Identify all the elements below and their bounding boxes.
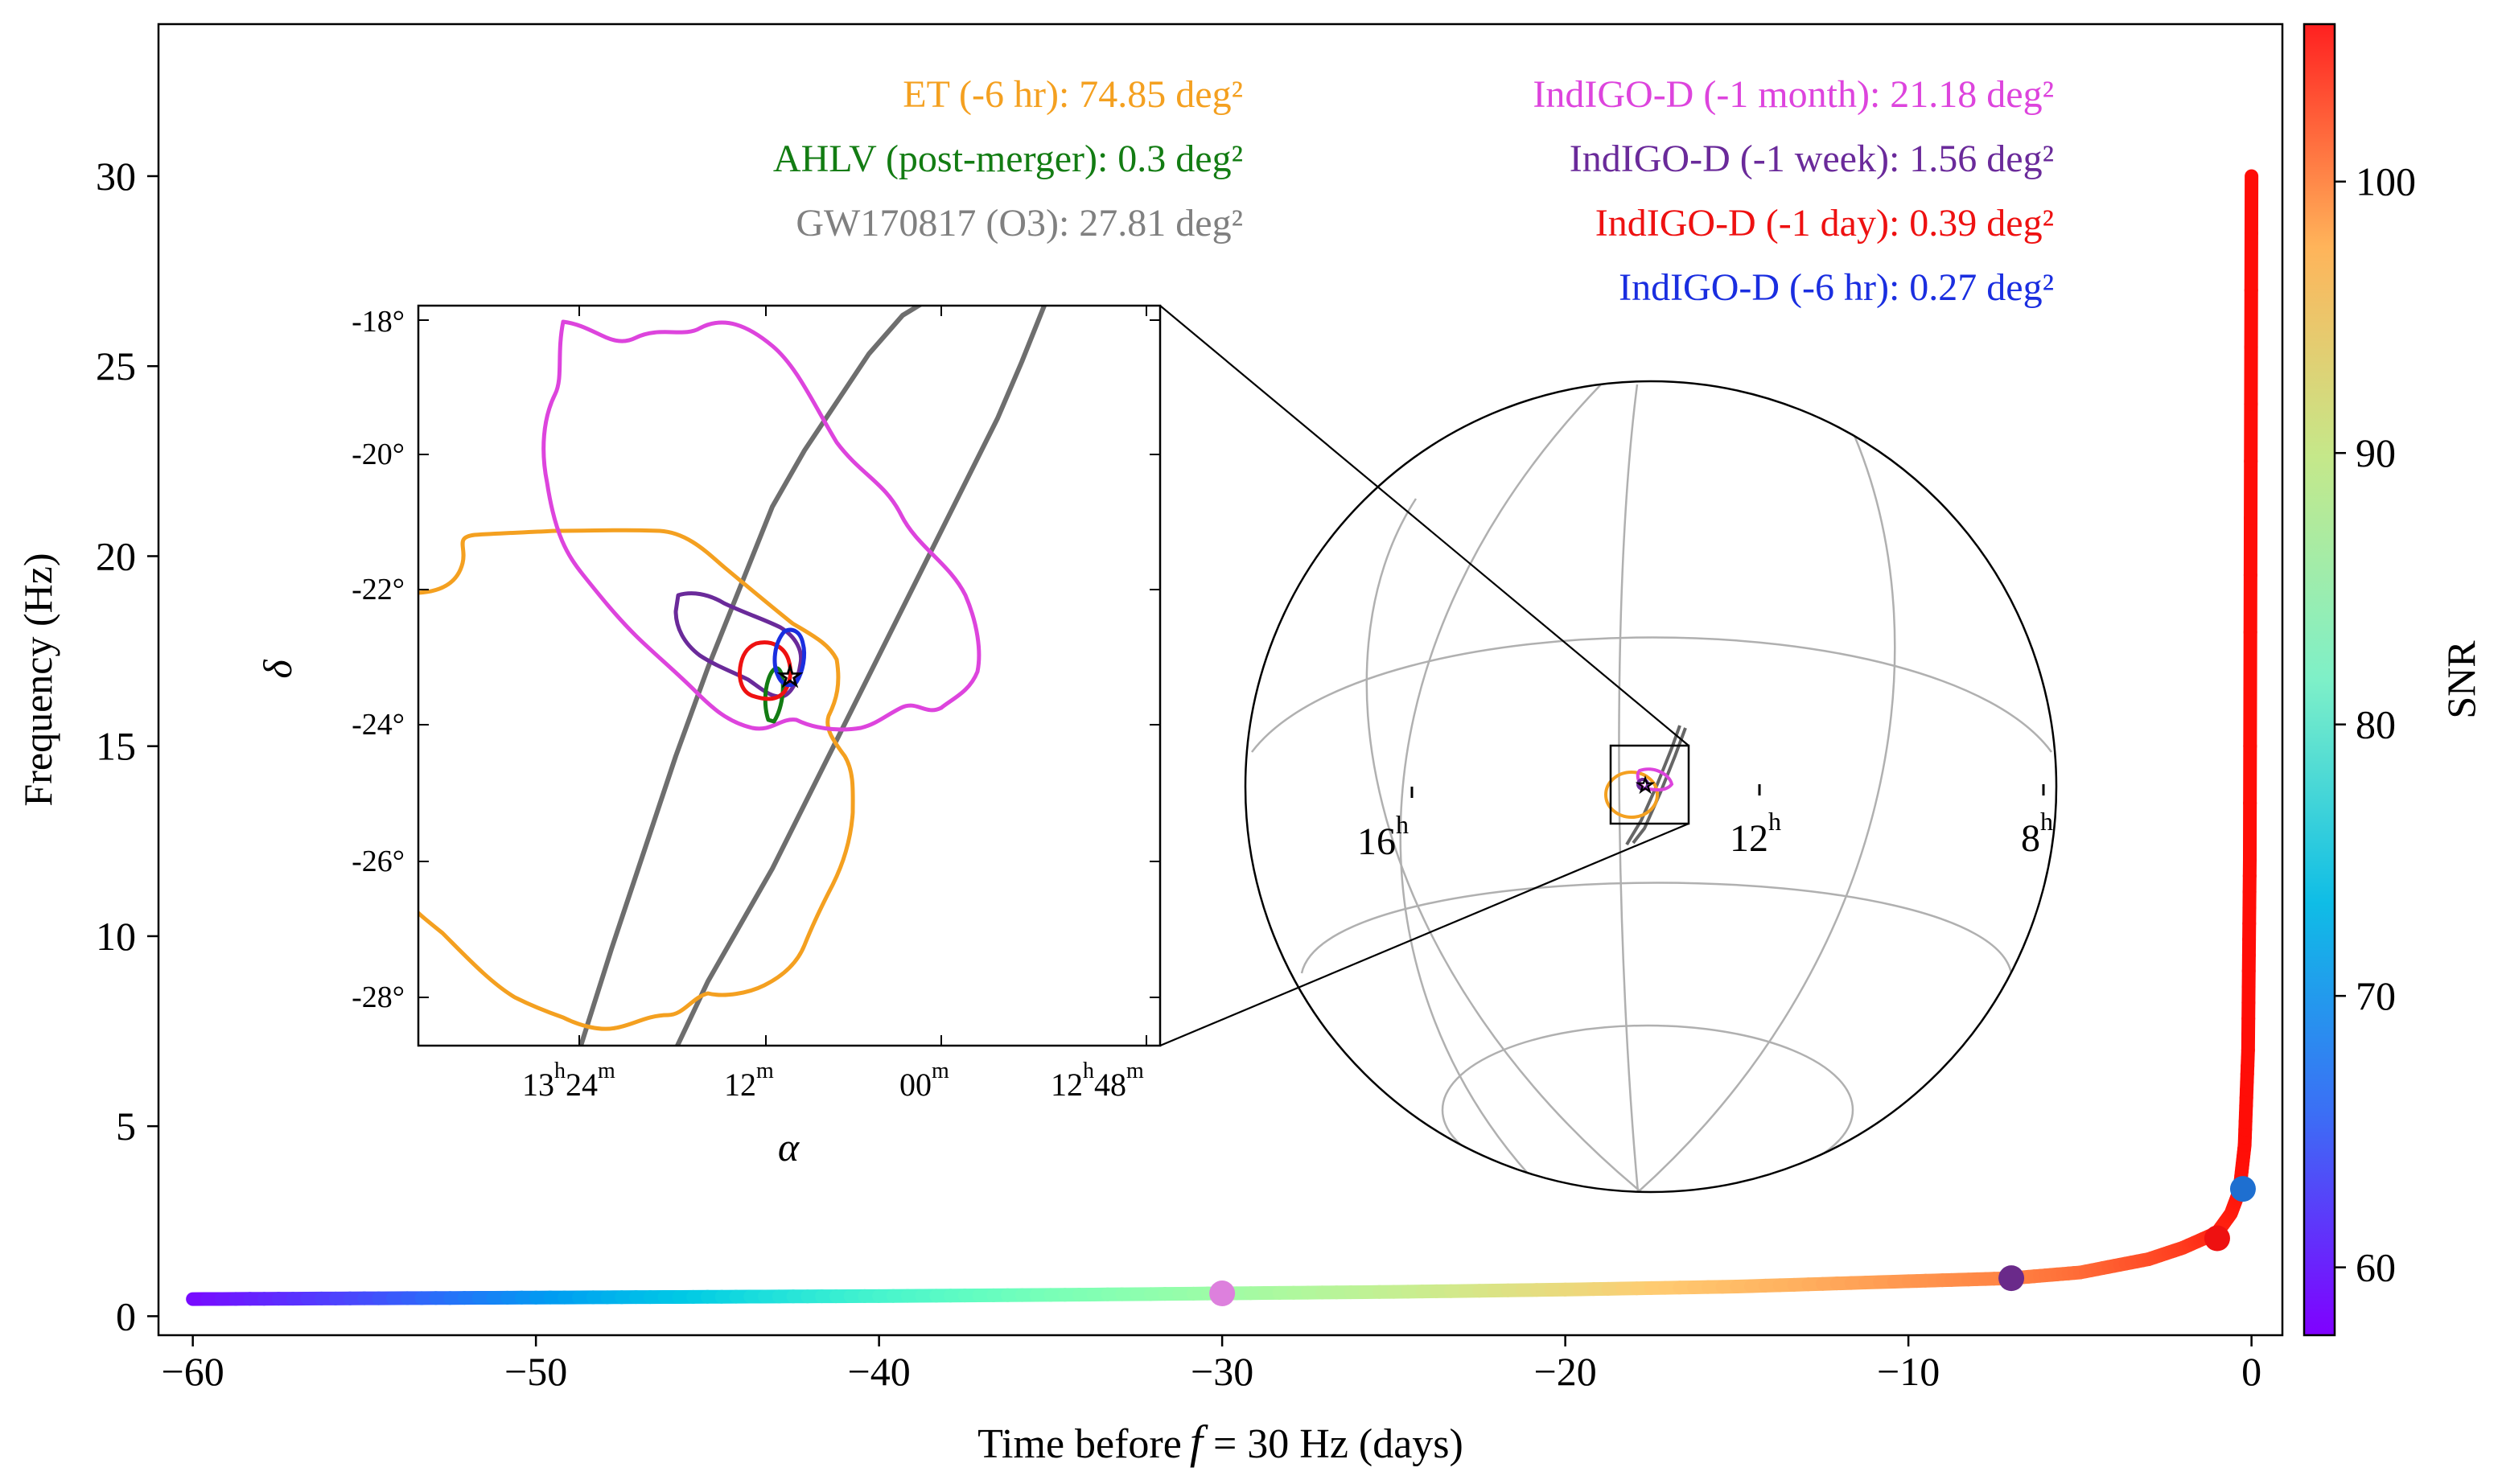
inset-indigo-6hr-contour [772, 627, 807, 688]
x-axis-label: Time before f = 30 Hz (days) [977, 1416, 1463, 1468]
legend-gw170817: GW170817 (O3): 27.81 deg² [796, 202, 1243, 245]
globe-source-star: ☆ [1636, 774, 1654, 797]
x-tick-label: −50 [504, 1349, 567, 1394]
inset-ra-label-0: 13h24m [522, 1059, 615, 1103]
y-axis-label: Frequency (Hz) [15, 553, 60, 806]
globe-parallel-lower [1300, 882, 2013, 974]
globe-ra-label-8h: 8h [2021, 807, 2053, 860]
inset-ra-label-2: 00m [899, 1059, 949, 1103]
globe-polar-cap [1441, 1024, 1854, 1192]
inset-indigo-day-contour [738, 640, 792, 701]
y-tick-label: 15 [96, 724, 136, 769]
x-tick-label: −40 [848, 1349, 911, 1394]
y-tick-label: 20 [96, 533, 136, 578]
main-axes-frame [157, 23, 2284, 1337]
globe-meridian-left [1365, 498, 1642, 1192]
legend-indigo-6hr: IndIGO-D (-6 hr): 0.27 deg² [1619, 266, 2054, 309]
inset-dec-label-3: -24° [352, 708, 405, 742]
inset-ra-axis-label: α [778, 1124, 800, 1170]
legend: ET (-6 hr): 74.85 deg² AHLV (post-merger… [773, 73, 2054, 309]
legend-indigo-month: IndIGO-D (-1 month): 21.18 deg² [1533, 73, 2054, 116]
time-marker [1998, 1265, 2025, 1292]
inset-indigo-week-contour [673, 591, 804, 699]
inset-ra-label-3: 12h48m [1051, 1059, 1144, 1103]
globe-gw170817-band [1625, 725, 1687, 846]
inset-gw170817-edge-left [578, 306, 924, 1046]
globe-ra-label-12h: 12h [1730, 807, 1781, 860]
globe-indigo-week-contour [1636, 778, 1649, 791]
globe-meridian-far-left [1399, 384, 1602, 1175]
colorbar-ticks: 60 70 80 90 100 [2335, 159, 2416, 1290]
globe-outline [1244, 380, 2058, 1194]
y-tick-label: 25 [96, 343, 136, 388]
y-tick-label: 0 [116, 1293, 136, 1338]
globe-indigo-month-contour [1636, 767, 1674, 791]
inset-dec-label-0: -18° [352, 305, 405, 339]
time-marker [1209, 1281, 1236, 1307]
y-tick-label: 5 [116, 1104, 136, 1149]
globe-et-contour [1604, 771, 1659, 819]
colorbar-gradient [2303, 23, 2336, 1337]
time-markers [1209, 1176, 2256, 1307]
y-axis-ticks: 0 5 10 15 20 25 30 [96, 154, 158, 1338]
colorbar-tick-label: 70 [2356, 973, 2396, 1018]
y-tick-label: 30 [96, 154, 136, 199]
legend-indigo-week: IndIGO-D (-1 week): 1.56 deg² [1570, 138, 2054, 180]
time-marker [2204, 1225, 2230, 1252]
inset-frame [417, 304, 1162, 1047]
inset-ra-label-1: 12m [724, 1059, 774, 1103]
x-tick-label: −60 [162, 1349, 224, 1394]
inset-dec-label-4: -26° [352, 845, 405, 878]
inset-source-star: ☆ [777, 660, 803, 693]
x-tick-label: −10 [1877, 1349, 1940, 1394]
legend-indigo-day: IndIGO-D (-1 day): 0.39 deg² [1595, 202, 2054, 245]
inset-dec-label-5: -28° [352, 980, 405, 1014]
x-tick-label: −20 [1534, 1349, 1597, 1394]
inset-indigo-month-contour [541, 319, 982, 732]
x-axis-ticks: −60 −50 −40 −30 −20 −10 0 [162, 1335, 2261, 1394]
legend-ahlv: AHLV (post-merger): 0.3 deg² [773, 138, 1243, 180]
globe-meridian-right [1637, 425, 1896, 1192]
globe-zoom-box [1609, 744, 1690, 825]
zoom-connector-bottom [1159, 822, 1689, 1047]
colorbar-label: SNR [2438, 640, 2484, 719]
x-tick-label: 0 [2241, 1349, 2261, 1394]
colorbar: 60 70 80 90 100 SNR [2303, 23, 2484, 1337]
inset-dec-axis-label: δ [255, 660, 300, 679]
sky-globe: 16h 12h 8h ☆ [1244, 380, 2058, 1194]
colorbar-tick-label: 80 [2356, 702, 2396, 747]
x-tick-label: −30 [1191, 1349, 1253, 1394]
y-tick-label: 10 [96, 914, 136, 959]
inset-axes: ☆ -18° -20° -22° -24° -26° -28° 13h24m 1… [255, 304, 1162, 1170]
colorbar-tick-label: 90 [2356, 430, 2396, 475]
globe-meridian-center [1618, 384, 1640, 1192]
zoom-connector-top [1159, 305, 1689, 746]
inset-ticks [418, 306, 1160, 1046]
inset-dec-label-2: -22° [352, 573, 405, 606]
globe-parallel-upper [1251, 636, 2053, 753]
inset-et-contour [418, 528, 855, 1031]
colorbar-tick-label: 60 [2356, 1245, 2396, 1290]
globe-ra-label-16h: 16h [1357, 810, 1409, 863]
time-marker [2229, 1176, 2256, 1202]
inset-dec-label-1: -20° [352, 438, 405, 471]
globe-background [1245, 381, 2056, 1192]
legend-et: ET (-6 hr): 74.85 deg² [903, 73, 1243, 116]
colorbar-tick-label: 100 [2356, 159, 2416, 204]
inset-gw170817-edge-right [675, 306, 1047, 1046]
